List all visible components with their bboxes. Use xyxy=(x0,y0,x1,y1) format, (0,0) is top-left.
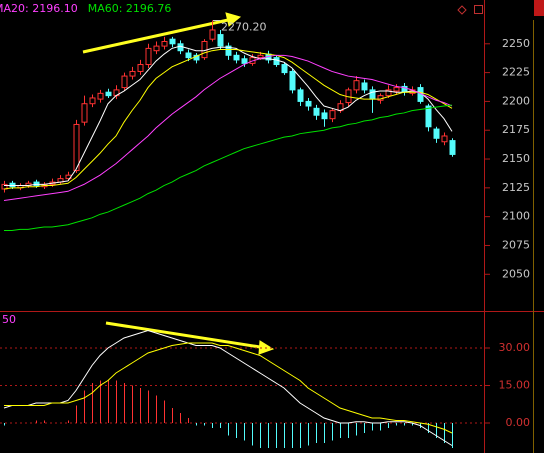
candle xyxy=(449,138,456,157)
candle-body xyxy=(369,89,376,100)
y-tick-label: 30.00 xyxy=(499,341,531,354)
candle xyxy=(121,72,128,92)
candle-body xyxy=(137,64,144,72)
candle xyxy=(209,20,216,42)
candle-body xyxy=(289,70,296,91)
candle xyxy=(313,104,320,120)
candle xyxy=(89,94,96,108)
candle-body xyxy=(361,82,368,91)
candle-body xyxy=(105,91,112,97)
indicator-line xyxy=(3,329,453,446)
candle-body xyxy=(425,105,432,128)
candle-body xyxy=(441,135,448,143)
candle-body xyxy=(313,107,320,116)
indicator-line xyxy=(4,45,453,187)
candle-body xyxy=(305,100,312,107)
candle xyxy=(361,79,368,94)
candle-body xyxy=(145,47,152,66)
candle-body xyxy=(393,87,400,92)
candle xyxy=(321,109,328,127)
candle xyxy=(353,76,360,94)
candle-body xyxy=(329,110,336,120)
indicator-line xyxy=(4,104,453,231)
candle-body xyxy=(97,92,104,100)
y-tick-label: 2250 xyxy=(502,37,530,50)
candle-body xyxy=(449,140,456,155)
y-tick-label: 2150 xyxy=(502,152,530,165)
candle xyxy=(185,49,192,62)
indicator-line xyxy=(3,54,453,202)
candle-body xyxy=(9,182,16,188)
y-tick-label: 2175 xyxy=(502,123,530,136)
candle xyxy=(393,84,400,95)
candle-body xyxy=(281,64,288,74)
candle xyxy=(305,97,312,111)
candle-body xyxy=(353,80,360,91)
candle xyxy=(81,95,88,126)
y-tick-label: 2225 xyxy=(502,66,530,79)
candle-body xyxy=(257,54,264,59)
candle-body xyxy=(241,58,248,64)
legend-entry: MA60: 2196.76 xyxy=(88,2,172,15)
candle xyxy=(105,88,112,98)
annotation: 2270.20 xyxy=(221,21,267,34)
candle-body xyxy=(321,112,328,120)
candle xyxy=(161,36,168,50)
candle xyxy=(73,119,80,173)
candle xyxy=(145,43,152,68)
indicator-label: 50 xyxy=(2,313,16,326)
candle xyxy=(225,42,232,60)
candle-body xyxy=(217,34,224,47)
candle-body xyxy=(33,181,40,187)
side-tab[interactable] xyxy=(534,0,544,16)
legend-entry: MA20: 2196.10 xyxy=(0,2,78,15)
candle xyxy=(441,132,448,146)
candle xyxy=(329,108,336,123)
candle xyxy=(241,55,248,67)
y-tick-label: 2100 xyxy=(502,210,530,223)
candle-body xyxy=(297,89,304,102)
candle-body xyxy=(209,29,216,40)
candle-body xyxy=(73,123,80,172)
indicator-line xyxy=(3,49,453,190)
candle xyxy=(433,126,440,143)
candle-body xyxy=(385,89,392,97)
tool-icon[interactable] xyxy=(474,5,483,14)
candle-body xyxy=(233,54,240,61)
candle xyxy=(129,66,136,80)
tool-icon[interactable] xyxy=(457,5,467,15)
candle xyxy=(289,69,296,94)
candle-body xyxy=(153,45,160,52)
candle xyxy=(153,41,160,55)
candle xyxy=(297,87,304,107)
candle-body xyxy=(121,75,128,89)
candle-body xyxy=(185,52,192,59)
candle-body xyxy=(433,128,440,139)
y-tick-label: 2075 xyxy=(502,238,530,251)
candle xyxy=(233,51,240,64)
candle-body xyxy=(129,70,136,77)
y-tick-label: 0.00 xyxy=(506,416,531,429)
indicator-line xyxy=(4,342,453,434)
y-tick-label: 15.00 xyxy=(499,379,531,392)
y-tick-label: 2125 xyxy=(502,181,530,194)
candle xyxy=(169,36,176,48)
candle xyxy=(97,89,104,103)
candle-body xyxy=(225,45,232,56)
candle-body xyxy=(81,103,88,123)
candle xyxy=(137,59,144,75)
candle-body xyxy=(161,40,168,47)
candle-body xyxy=(169,38,176,45)
candle xyxy=(217,29,224,50)
candle-body xyxy=(89,97,96,105)
y-tick-label: 2200 xyxy=(502,94,530,107)
candle xyxy=(281,62,288,75)
y-tick-label: 2050 xyxy=(502,267,530,280)
